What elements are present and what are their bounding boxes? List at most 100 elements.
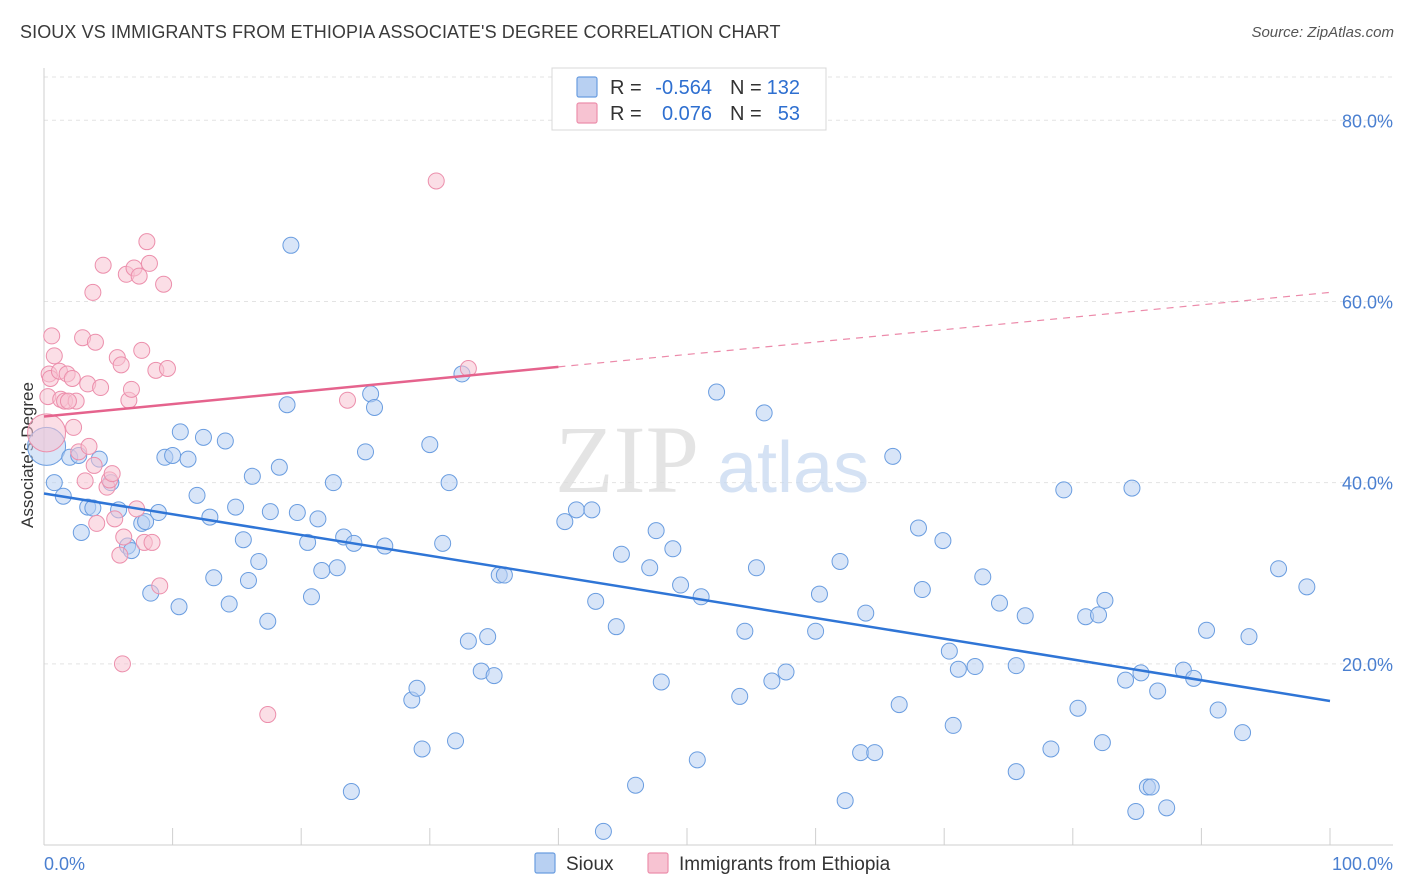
sioux-point [708, 383, 726, 401]
ethiopia-point [43, 327, 61, 345]
sioux-point [627, 776, 645, 794]
ethiopia-point [27, 413, 67, 453]
sioux-point [944, 716, 962, 734]
sioux-point [299, 533, 317, 551]
sioux-point [1298, 578, 1316, 596]
sioux-point [164, 446, 182, 464]
source-credit: Source: ZipAtlas.com [1251, 24, 1394, 41]
sioux-point [45, 474, 63, 492]
sioux-point [777, 663, 795, 681]
sioux-point [1132, 664, 1150, 682]
sioux-point [884, 447, 902, 465]
sioux-point [278, 396, 296, 414]
sioux-point [421, 436, 439, 454]
watermark-zip: ZIP [555, 406, 699, 513]
sioux-point [763, 672, 781, 690]
sioux-point [949, 660, 967, 678]
sioux-point [434, 534, 452, 552]
x-tick-label-max: 100.0% [1332, 854, 1393, 874]
watermark-atlas: atlas [717, 428, 869, 508]
ethiopia-point [80, 437, 98, 455]
ethiopia-point [113, 655, 131, 673]
sioux-point [1158, 799, 1176, 817]
ethiopia-point [427, 172, 445, 190]
sioux-point [479, 628, 497, 646]
sioux-point [447, 732, 465, 750]
legend-swatch-sioux [576, 76, 598, 98]
sioux-point [807, 622, 825, 640]
sioux-point [376, 537, 394, 555]
sioux-point [567, 501, 585, 519]
ethiopia-point [111, 546, 129, 564]
ethiopia-point [84, 283, 102, 301]
sioux-point [357, 443, 374, 461]
sioux-point [1240, 628, 1258, 646]
legend-r-value-sioux: -0.564 [655, 77, 712, 99]
sioux-point [309, 510, 327, 528]
sioux-point [672, 576, 690, 594]
sioux-point [342, 783, 360, 801]
y-axis-label: Associate's Degree [18, 382, 37, 528]
sioux-point [227, 498, 245, 516]
sioux-point [836, 792, 854, 810]
sioux-point [282, 236, 300, 254]
ethiopia-point [130, 267, 148, 285]
sioux-point [288, 504, 306, 522]
y-axis-tick-labels: 20.0% 40.0% 60.0% 80.0% [1342, 111, 1393, 675]
sioux-point [913, 581, 931, 599]
series-sioux-points [27, 236, 1316, 840]
ethiopia-point [112, 356, 130, 374]
sioux-point [72, 523, 90, 541]
ethiopia-point [86, 333, 104, 351]
sioux-point [188, 486, 206, 504]
sioux-point [652, 673, 670, 691]
sioux-point [1149, 682, 1167, 700]
ethiopia-point [133, 341, 151, 359]
ethiopia-point [151, 577, 169, 595]
sioux-point [440, 474, 458, 492]
y-tick-label: 20.0% [1342, 655, 1393, 675]
sioux-point [1055, 481, 1073, 499]
sioux-point [857, 604, 875, 622]
sioux-point [1007, 657, 1025, 675]
sioux-point [692, 588, 710, 606]
legend-r-value-ethiopia: 0.076 [662, 103, 712, 125]
ethiopia-point [103, 465, 121, 483]
sioux-point [459, 632, 477, 650]
legend-n-label-sioux: N = [730, 77, 762, 99]
sioux-point [607, 618, 625, 636]
sioux-point [990, 594, 1008, 612]
sioux-point [647, 522, 665, 540]
ethiopia-point [122, 380, 140, 398]
sioux-point [688, 751, 706, 769]
ethiopia-point [65, 418, 83, 436]
sioux-point [1069, 699, 1087, 717]
sioux-point [852, 744, 870, 762]
sioux-point [641, 559, 659, 577]
sioux-point [587, 592, 605, 610]
sioux-point [1090, 606, 1108, 624]
sioux-point [1016, 607, 1034, 625]
legend-swatch-ethiopia [576, 102, 598, 124]
sioux-trend-line [43, 492, 1331, 703]
ethiopia-point [259, 706, 277, 724]
sioux-point [171, 423, 189, 441]
sioux-point [413, 740, 431, 758]
sioux-point [1007, 763, 1025, 781]
sioux-point [1234, 724, 1252, 742]
sioux-point [664, 540, 682, 558]
stats-legend-box [551, 67, 827, 131]
bottom-legend-swatch-ethiopia [647, 852, 669, 874]
sioux-point [1127, 802, 1145, 820]
sioux-point [583, 501, 601, 519]
legend-r-label-ethiopia: R = [610, 103, 642, 125]
ethiopia-trend-line [43, 365, 559, 418]
sioux-point [239, 571, 257, 589]
ethiopia-point [94, 256, 112, 274]
sioux-point [170, 598, 188, 616]
legend-r-label-sioux: R = [610, 77, 642, 99]
ethiopia-point [338, 391, 356, 409]
legend-n-value-sioux: 132 [767, 77, 800, 99]
ethiopia-point [140, 254, 158, 272]
